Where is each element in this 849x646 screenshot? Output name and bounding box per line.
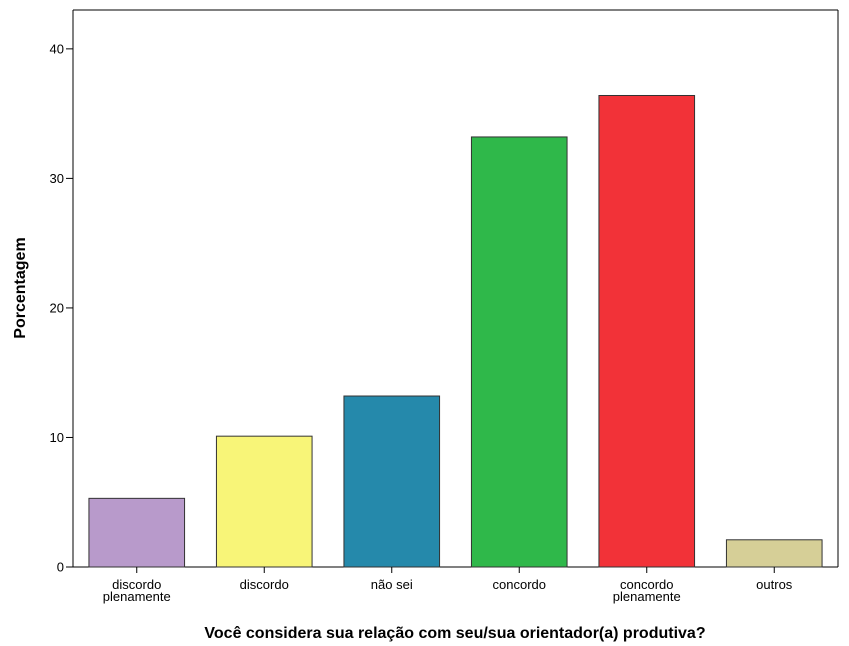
bar-5 bbox=[725, 539, 823, 568]
plot-frame bbox=[72, 9, 839, 568]
bars bbox=[88, 94, 823, 568]
x-category-label-line: concordo bbox=[620, 577, 673, 592]
bar-2 bbox=[343, 395, 441, 568]
y-tick-label: 40 bbox=[50, 41, 64, 56]
y-tick-label: 10 bbox=[50, 430, 64, 445]
bar-0 bbox=[88, 497, 186, 568]
x-category-label-line: outros bbox=[756, 577, 793, 592]
y-tick-label: 0 bbox=[57, 560, 64, 575]
bar-3 bbox=[470, 136, 568, 568]
x-category-label: discordo plenamente bbox=[103, 577, 171, 604]
y-tick-label: 20 bbox=[50, 300, 64, 315]
x-category-label-line: plenamente bbox=[613, 589, 681, 604]
x-category-label-line: discordo bbox=[112, 577, 161, 592]
x-category-label: não sei bbox=[371, 577, 413, 592]
x-category-label: discordo bbox=[240, 577, 289, 592]
x-category-label: concordo plenamente bbox=[613, 577, 681, 604]
x-category-label-line: concordo bbox=[493, 577, 546, 592]
bar-4 bbox=[598, 94, 696, 568]
x-category-label-line: plenamente bbox=[103, 589, 171, 604]
x-category-label-line: não sei bbox=[371, 577, 413, 592]
x-category-label-line: discordo bbox=[240, 577, 289, 592]
y-tick-label: 30 bbox=[50, 171, 64, 186]
x-category-label: outros bbox=[756, 577, 793, 592]
x-category-label: concordo bbox=[493, 577, 546, 592]
x-axis-title: Você considera sua relação com seu/sua o… bbox=[204, 625, 705, 642]
bar-1 bbox=[215, 435, 313, 568]
y-axis-title: Porcentagem bbox=[12, 237, 29, 338]
y-axis-ticks: 0 10 20 30 40 bbox=[50, 41, 73, 575]
